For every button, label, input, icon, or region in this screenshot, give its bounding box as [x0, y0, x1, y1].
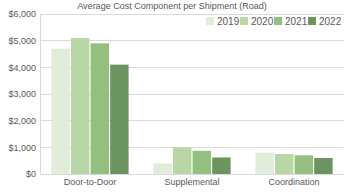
y-tick: $5,000	[8, 36, 40, 46]
legend-swatch	[206, 17, 214, 25]
legend-swatch	[308, 17, 316, 25]
legend-label: 2021	[285, 16, 308, 27]
legend-item: 2019	[206, 16, 240, 27]
legend-label: 2020	[251, 16, 274, 27]
x-tick: Supplemental	[164, 174, 219, 187]
bar	[153, 163, 171, 174]
legend: 2019 2020 2021 2022	[206, 16, 342, 27]
bar	[71, 38, 89, 174]
y-tick: $4,000	[8, 63, 40, 73]
legend-item: 2022	[308, 16, 342, 27]
chart: $0 $1,000 $2,000 $3,000 $4,000 $5,000 $6,000 Do…	[0, 0, 350, 192]
y-tick-label: $6,000	[8, 9, 36, 19]
y-tick-label: $0	[26, 169, 36, 179]
legend-item: 2021	[274, 16, 308, 27]
bar	[275, 154, 293, 174]
y-axis: $0 $1,000 $2,000 $3,000 $4,000 $5,000 $6,000	[8, 9, 40, 179]
legend-swatch	[240, 17, 248, 25]
x-tick-label: Door-to-Door	[64, 177, 117, 187]
y-tick-label: $1,000	[8, 143, 36, 153]
title: Average Cost Component per Shipment (Roa…	[77, 1, 266, 11]
x-axis-line	[41, 174, 345, 175]
bar	[110, 65, 128, 174]
y-tick: $1,000	[8, 143, 40, 153]
legend-label: 2022	[319, 16, 342, 27]
legend-label: 2019	[217, 16, 240, 27]
x-tick-label: Supplemental	[164, 177, 219, 187]
y-tick-label: $5,000	[8, 36, 36, 46]
bars	[51, 38, 332, 174]
y-tick-label: $3,000	[8, 89, 36, 99]
bar	[91, 43, 109, 174]
y-tick: $0	[26, 169, 40, 179]
plot: $0 $1,000 $2,000 $3,000 $4,000 $5,000 $6,000 Do…	[8, 9, 344, 187]
bar	[212, 157, 230, 174]
x-tick: Coordination	[268, 174, 319, 187]
y-tick-label: $2,000	[8, 116, 36, 126]
bar	[173, 147, 191, 174]
y-tick: $2,000	[8, 116, 40, 126]
bar	[295, 155, 313, 174]
y-tick: $6,000	[8, 9, 40, 19]
bar	[193, 151, 211, 174]
y-axis-line	[40, 15, 41, 175]
x-tick: Door-to-Door	[64, 174, 117, 187]
bar	[314, 158, 332, 174]
grid	[40, 14, 344, 174]
bar	[51, 49, 69, 174]
grid-line	[40, 14, 344, 15]
x-axis: Door-to-Door Supplemental Coordination	[41, 174, 345, 187]
y-tick-label: $4,000	[8, 63, 36, 73]
y-tick: $3,000	[8, 89, 40, 99]
bar	[255, 153, 273, 174]
legend-swatch	[274, 17, 282, 25]
x-tick-label: Coordination	[268, 177, 319, 187]
legend-item: 2020	[240, 16, 274, 27]
